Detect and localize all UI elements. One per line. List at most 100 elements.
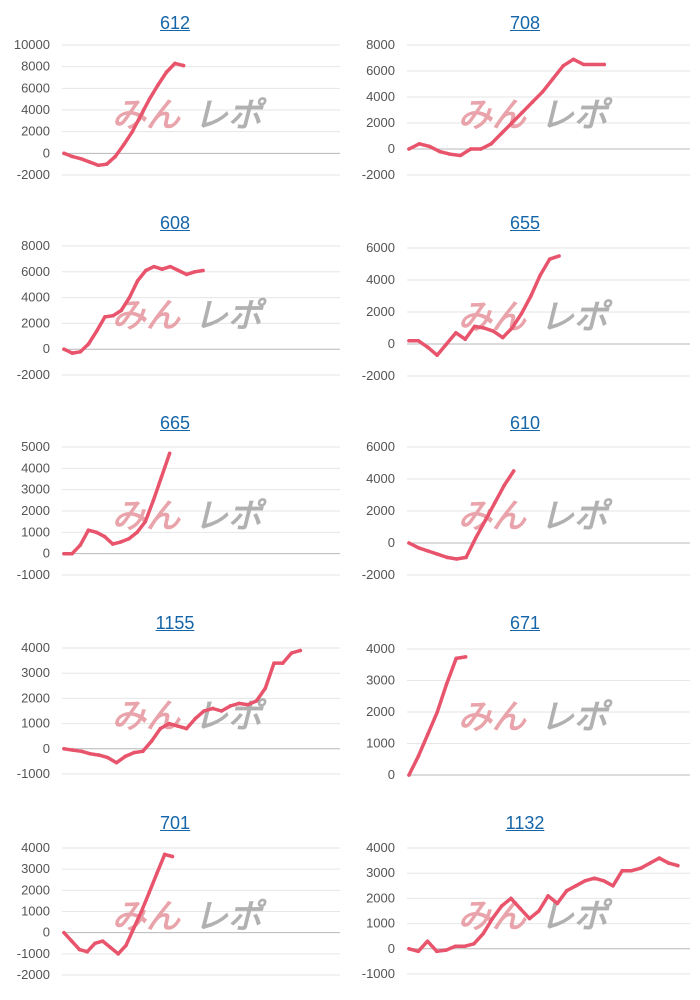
chart-title-link[interactable]: 655 (509, 213, 541, 233)
data-point (483, 518, 487, 523)
data-point (417, 142, 422, 146)
watermark-logo-right: レポ (194, 497, 267, 537)
data-point (155, 871, 159, 876)
y-tick-label: 8000 (21, 59, 50, 74)
data-point (147, 890, 151, 895)
y-tick-label: 4000 (21, 102, 50, 117)
chart-title-link[interactable]: 1155 (155, 613, 195, 633)
data-point (113, 154, 118, 159)
chart-title-link[interactable]: 701 (159, 813, 191, 833)
data-point (407, 773, 411, 777)
data-point (611, 884, 615, 888)
chart-panel-1155: 1155 4000 3000 2000 1000 0 -1000 みん レポ (0, 600, 350, 800)
chart-title-link[interactable]: 612 (159, 13, 191, 33)
data-point (103, 315, 107, 319)
data-point (158, 726, 163, 731)
chart-panel-610: 610 6000 4000 2000 0 -2000 みん レポ (350, 400, 700, 600)
data-point (97, 753, 101, 757)
y-tick-label: 3000 (21, 665, 50, 680)
data-point (119, 308, 124, 313)
data-point (464, 555, 468, 560)
data-point (201, 268, 205, 273)
y-tick-label: -2000 (17, 367, 50, 382)
data-point (438, 149, 442, 154)
data-point (123, 754, 128, 759)
data-point (96, 163, 100, 168)
data-point (77, 947, 82, 952)
data-point (472, 941, 476, 946)
data-point (108, 945, 113, 950)
data-point (499, 904, 504, 908)
chart-title-link[interactable]: 1132 (505, 813, 545, 833)
data-point (527, 916, 532, 921)
data-point (93, 941, 97, 946)
data-point (444, 948, 448, 952)
data-point (152, 264, 156, 269)
chart-title-link[interactable]: 610 (509, 413, 541, 433)
data-point (518, 906, 523, 911)
data-point (583, 878, 587, 883)
y-tick-label: 1000 (21, 716, 50, 731)
data-point (119, 540, 123, 544)
data-point (557, 254, 561, 258)
data-point (416, 754, 421, 758)
y-tick-label: 0 (43, 741, 50, 756)
chart-title-link[interactable]: 671 (509, 613, 541, 633)
data-point (538, 273, 543, 277)
data-point (79, 156, 83, 161)
y-tick-label: 4000 (21, 290, 50, 305)
y-tick-label: -2000 (362, 167, 395, 182)
watermark-logo-left: みん (458, 698, 527, 738)
data-point (666, 861, 671, 865)
data-point (121, 142, 126, 147)
data-point (111, 313, 115, 318)
watermark-logo-right: レポ (540, 698, 613, 738)
data-point (425, 939, 430, 944)
y-tick-label: 10000 (14, 37, 50, 52)
data-point (454, 557, 459, 561)
chart-panel-701: 701 4000 3000 2000 1000 0 -1000 -2000 みん レポ (0, 800, 350, 1000)
watermark-logo-right: レポ (540, 96, 613, 136)
y-tick-label: 6000 (366, 63, 395, 78)
data-point (135, 530, 139, 535)
data-point (94, 530, 99, 535)
data-point (407, 147, 411, 151)
data-point (473, 536, 478, 540)
data-point (561, 64, 565, 68)
watermark-logo-left: みん (112, 697, 181, 737)
data-point (135, 279, 140, 283)
data-point (94, 329, 99, 333)
data-point (102, 534, 107, 539)
chart-panel-665: 665 5000 4000 3000 2000 1000 0 -1000 みん レポ (0, 400, 350, 600)
data-point (546, 894, 550, 898)
data-point (156, 83, 160, 87)
chart-title-link[interactable]: 708 (509, 13, 541, 33)
y-tick-label: 1000 (21, 904, 50, 919)
y-tick-label: 3000 (366, 865, 395, 880)
data-point (184, 726, 189, 731)
data-point (536, 909, 541, 913)
data-point (86, 342, 91, 346)
data-point (70, 154, 75, 159)
data-point (502, 483, 506, 488)
chart-panel-1132: 1132 4000 3000 2000 1000 0 -1000 みん レポ (350, 800, 700, 1000)
y-tick-label: 8000 (21, 238, 50, 253)
chart-title-link[interactable]: 665 (159, 413, 191, 433)
series-line (62, 648, 303, 765)
watermark-logo-left: みん (458, 497, 527, 537)
data-point (435, 552, 440, 556)
data-point (62, 551, 66, 556)
data-point (648, 861, 652, 865)
data-point (237, 701, 241, 706)
data-point (86, 528, 91, 532)
data-point (519, 311, 524, 316)
chart-panel-708: 708 8000 6000 4000 2000 0 -2000 みん レポ (350, 0, 700, 200)
y-tick-label: 6000 (366, 439, 395, 454)
chart-title-link[interactable]: 608 (159, 213, 191, 233)
data-point (581, 62, 586, 67)
y-tick-label: 6000 (366, 240, 395, 255)
data-point (130, 129, 135, 134)
y-tick-label: 2000 (366, 304, 395, 319)
data-point (104, 162, 109, 166)
